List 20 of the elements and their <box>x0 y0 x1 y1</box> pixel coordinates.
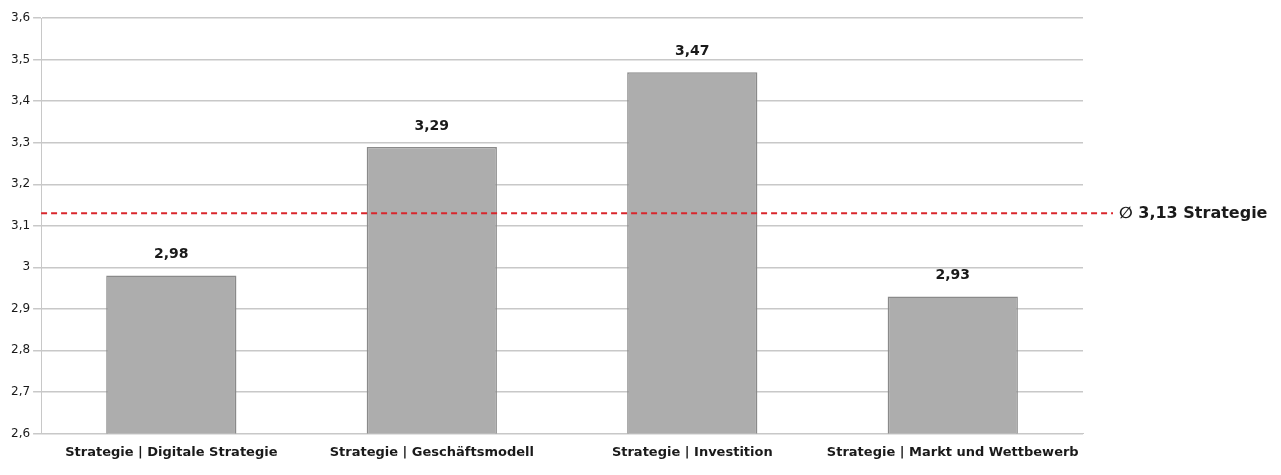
y-tick-label: 3,5 <box>10 51 31 66</box>
y-tick-label: 3,4 <box>10 93 31 108</box>
data-label: 2,98 <box>154 245 189 262</box>
data-label: 3,29 <box>414 116 450 133</box>
ref-line-label: ∅ 3,13 Strategie <box>1119 202 1268 222</box>
x-tick-label: Strategie | Markt und Wettbewerb <box>826 443 1079 459</box>
data-label: 3,47 <box>675 41 710 58</box>
y-tick-label: 3,6 <box>10 10 31 25</box>
x-tick-label: Strategie | Investition <box>611 443 773 459</box>
y-tick-label: 3,1 <box>10 217 31 232</box>
y-tick-label: 3,2 <box>10 176 31 191</box>
y-tick-label: 2,6 <box>10 425 31 440</box>
x-tick-label: Strategie | Geschäftsmodell <box>329 443 534 459</box>
y-tick-label: 3 <box>22 259 31 274</box>
y-tick-label: 2,8 <box>10 342 31 357</box>
x-tick-label: Strategie | Digitale Strategie <box>65 443 278 459</box>
data-label: 2,93 <box>935 266 971 283</box>
y-tick-label: 2,7 <box>10 384 31 399</box>
y-tick-label: 2,9 <box>10 300 31 315</box>
y-tick-label: 3,3 <box>10 134 31 149</box>
